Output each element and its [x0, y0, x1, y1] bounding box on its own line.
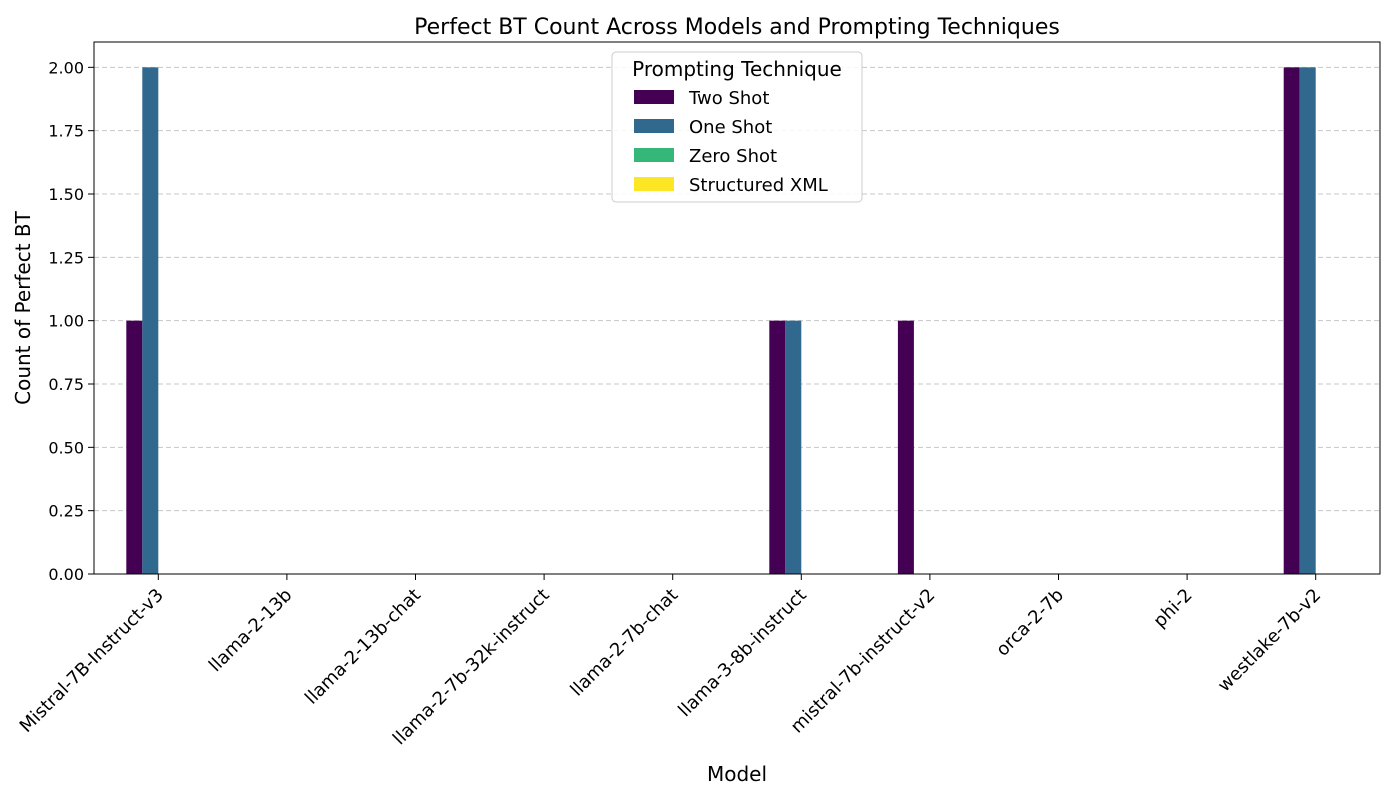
y-tick-label: 0.25 [48, 502, 84, 521]
x-tick-label: westlake-7b-v2 [1214, 585, 1325, 696]
y-tick-label: 0.50 [48, 438, 84, 457]
bar [897, 320, 914, 574]
y-tick-label: 0.00 [48, 565, 84, 584]
legend-swatch [634, 119, 674, 133]
bar [785, 320, 802, 574]
bar [1299, 67, 1316, 574]
bars [126, 67, 1316, 574]
legend-label: Zero Shot [689, 146, 777, 167]
x-tick-label: llama-2-7b-chat [566, 585, 682, 701]
chart-title: Perfect BT Count Across Models and Promp… [414, 15, 1060, 40]
x-tick-label: llama-3-8b-instruct [674, 585, 810, 721]
x-tick-label: phi-2 [1149, 585, 1196, 632]
y-tick-label: 1.25 [48, 248, 84, 267]
legend-label: Two Shot [688, 88, 769, 109]
legend-title: Prompting Technique [632, 57, 842, 81]
legend-box [611, 51, 863, 203]
legend-label: Structured XML [689, 175, 828, 196]
x-tick-label: llama-2-13b-chat [301, 585, 425, 709]
x-tick-label: llama-2-13b [205, 585, 296, 676]
y-tick-label: 1.75 [48, 122, 84, 141]
legend-label: One Shot [689, 117, 772, 138]
bar [142, 67, 159, 574]
legend-swatch [634, 90, 674, 104]
x-axis-label: Model [707, 762, 767, 786]
bar [1283, 67, 1300, 574]
y-axis-label: Count of Perfect BT [11, 210, 35, 405]
x-tick-label: orca-2-7b [992, 585, 1068, 661]
y-tick-label: 1.00 [48, 312, 84, 331]
y-axis: 0.00 0.25 0.50 0.75 1.00 1.25 1.50 1.75 2.00 [48, 58, 94, 584]
y-tick-label: 2.00 [48, 58, 84, 77]
bar [769, 320, 786, 574]
x-axis: Mistral-7B-Instruct-v3 llama-2-13b llama-2… [16, 574, 1325, 749]
plot-frame [93, 41, 1381, 575]
legend: Prompting Technique Two Shot One Shot Zero… [611, 51, 863, 203]
bar [126, 320, 143, 574]
legend-swatch [634, 148, 674, 162]
y-tick-label: 0.75 [48, 375, 84, 394]
y-tick-label: 1.50 [48, 185, 84, 204]
x-tick-label: Mistral-7B-Instruct-v3 [16, 585, 168, 737]
legend-swatch [634, 177, 674, 191]
x-tick-label: mistral-7b-instruct-v2 [787, 585, 940, 738]
